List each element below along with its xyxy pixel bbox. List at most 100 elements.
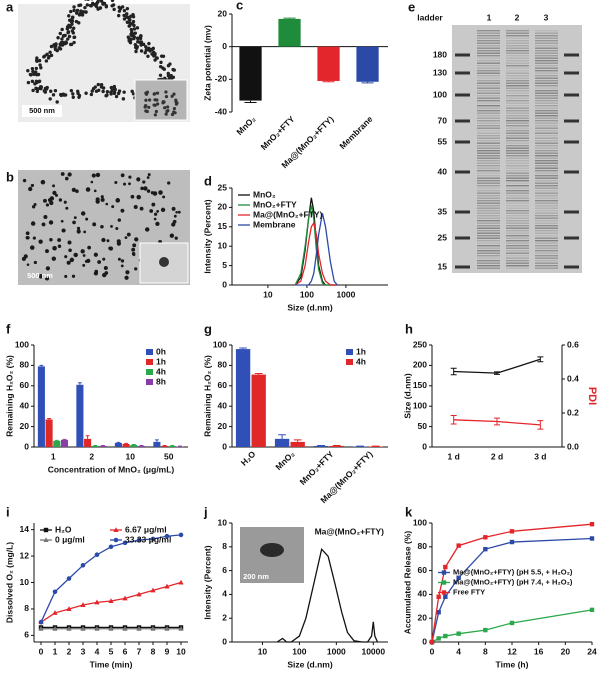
marker-label: 70 <box>438 115 448 125</box>
gel-band <box>535 95 558 97</box>
gel-band <box>477 247 500 249</box>
particle <box>136 177 141 182</box>
particle <box>121 97 126 101</box>
gel-band <box>506 50 529 52</box>
particle <box>117 218 122 222</box>
particle <box>166 105 170 109</box>
particle <box>82 254 86 257</box>
gel-band <box>477 45 500 47</box>
gel-band <box>535 220 558 222</box>
x-axis-label: Time (h) <box>496 659 529 669</box>
gel-band <box>477 127 500 129</box>
particle <box>68 25 73 29</box>
gel-band <box>506 145 529 147</box>
particle <box>92 222 97 227</box>
particle <box>170 94 174 98</box>
particle <box>31 205 36 209</box>
marker <box>43 537 49 542</box>
marker <box>122 540 128 546</box>
gel-band <box>506 155 529 157</box>
gel-band <box>477 72 500 74</box>
legend-label: Membrane <box>253 219 296 229</box>
particle <box>167 181 171 185</box>
marker <box>43 527 49 533</box>
particle <box>64 176 69 181</box>
particle <box>155 91 160 95</box>
bar <box>278 18 301 47</box>
gel-band <box>477 260 500 262</box>
line <box>276 547 379 643</box>
gel-band <box>506 225 529 227</box>
particle <box>112 7 116 12</box>
bar <box>130 444 138 447</box>
particle <box>126 232 131 237</box>
gel-band <box>477 177 500 179</box>
line <box>453 358 541 374</box>
gel-band <box>477 35 500 37</box>
particle <box>147 105 151 109</box>
particle <box>61 228 66 233</box>
gel-band <box>506 165 529 167</box>
particle <box>133 45 138 50</box>
y-tick-label: 0 <box>422 636 427 646</box>
particle <box>54 193 58 197</box>
gel-band <box>535 92 558 94</box>
gel-band <box>506 222 529 224</box>
legend-label: MnO₂+FTY <box>253 199 297 209</box>
particle <box>91 173 96 178</box>
error-bar <box>254 373 263 375</box>
particle <box>169 233 175 238</box>
gel-ladder-label: ladder <box>417 12 443 22</box>
gel-band <box>535 130 558 132</box>
y-tick-label: 100 <box>413 400 427 410</box>
particle <box>53 88 58 93</box>
gel-band <box>535 147 558 149</box>
error-bar <box>124 442 129 444</box>
gel-band <box>477 122 500 124</box>
legend-label: Ma@(MnO₂+FTY) (pH 5.5, + H₂O₂) <box>453 567 573 576</box>
gel-band <box>477 147 500 149</box>
x-axis-label: Time (min) <box>90 659 133 669</box>
particle <box>115 227 119 231</box>
particle <box>23 254 28 259</box>
x-tick-label: 1000 <box>327 646 346 656</box>
gel-band <box>477 200 500 202</box>
marker <box>108 598 114 604</box>
particle <box>114 94 119 99</box>
gel-band <box>535 62 558 64</box>
particle <box>171 222 176 227</box>
ladder-band <box>455 170 470 174</box>
y-tick-label: 50 <box>418 421 428 431</box>
marker <box>122 625 128 631</box>
particle <box>26 80 31 85</box>
gel-band <box>535 112 558 114</box>
bar <box>37 366 45 447</box>
particle <box>78 12 82 16</box>
particle <box>76 229 81 234</box>
particle <box>148 98 152 102</box>
marker <box>108 625 114 631</box>
y-tick-label: 20 <box>418 612 428 622</box>
x-tick-label: 1 <box>53 646 58 656</box>
particle <box>57 244 62 249</box>
gel-band <box>477 227 500 229</box>
particle <box>164 95 169 99</box>
particle <box>69 257 75 263</box>
particle <box>77 95 81 99</box>
gel-band <box>535 225 558 227</box>
line <box>431 609 593 643</box>
gel-band <box>506 247 529 249</box>
gel-band <box>506 170 529 172</box>
gel-band <box>535 37 558 39</box>
gel-band <box>477 232 500 234</box>
gel-band <box>535 177 558 179</box>
bar <box>122 443 130 447</box>
particle <box>48 97 52 101</box>
gel-band <box>506 97 529 99</box>
marker-label: 180 <box>433 49 447 59</box>
panel-label: g <box>204 321 212 336</box>
error-bar <box>162 444 167 446</box>
gel-band <box>477 262 500 264</box>
marker <box>150 536 156 542</box>
marker <box>94 552 100 558</box>
